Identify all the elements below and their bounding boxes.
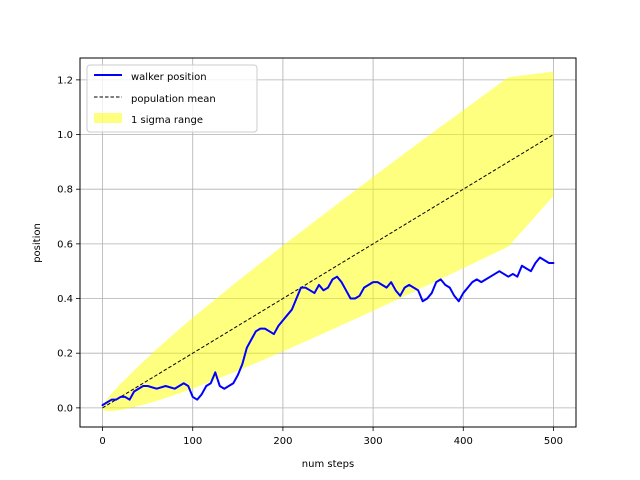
plot-frame: [79, 57, 577, 428]
y-axis-label: position: [32, 223, 43, 263]
y-tick-label-0: 0.0: [57, 403, 73, 414]
y-tick-label-5: 1.0: [57, 130, 73, 141]
y-tick-label-3: 0.6: [57, 239, 73, 250]
legend-label-population-mean: population mean: [131, 94, 216, 105]
y-tick-label-1: 0.2: [57, 349, 73, 360]
x-tick-label-0: 0: [99, 436, 105, 447]
x-tick-label-1: 100: [183, 436, 202, 447]
legend-swatch-sigma-band: [94, 113, 122, 123]
sigma-band: [102, 71, 554, 412]
x-axis-label: num steps: [302, 459, 354, 470]
x-tick-label-5: 500: [544, 436, 563, 447]
y-tick-label-2: 0.4: [57, 294, 73, 305]
sigma-band-layer: [102, 71, 554, 412]
walker-position-layer: [101, 256, 555, 407]
x-tick-label-2: 200: [273, 436, 292, 447]
y-tick-label-6: 1.2: [57, 75, 73, 86]
legend-box: [86, 64, 258, 133]
legend-label-sigma-band: 1 sigma range: [131, 115, 203, 126]
legend-label-walker-position: walker position: [131, 72, 207, 83]
legend: walker position population mean 1 sigma …: [86, 64, 258, 133]
walker-position-line: [101, 256, 555, 407]
axis-ticks: 0 100 200 300 400 500 0.0 0.2 0.4 0.6 0.8 1.0 1.2: [57, 75, 563, 447]
x-tick-label-4: 400: [454, 436, 473, 447]
x-tick-label-3: 300: [364, 436, 383, 447]
y-tick-label-4: 0.8: [57, 185, 73, 196]
